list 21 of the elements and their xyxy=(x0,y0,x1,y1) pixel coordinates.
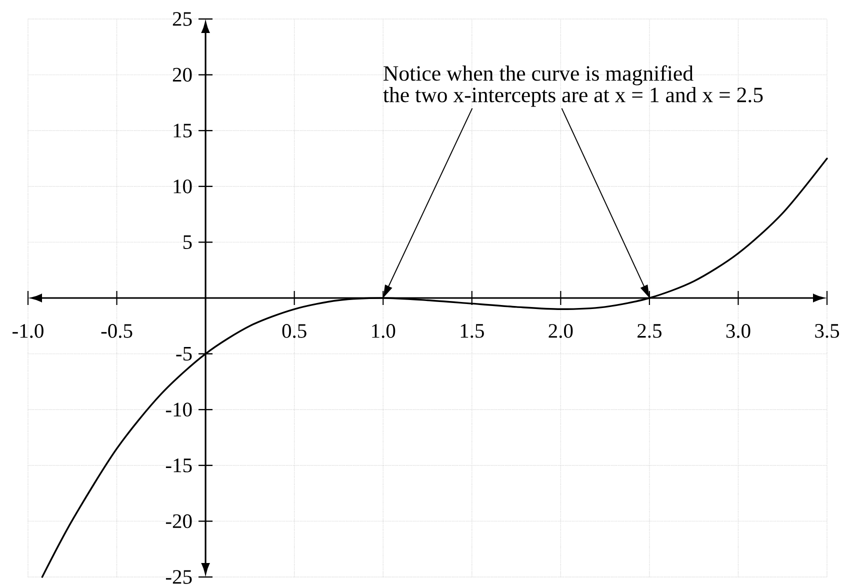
x-tick-label: 1.5 xyxy=(460,324,484,338)
y-tick-label: 20 xyxy=(172,68,192,82)
annotation: Notice when the curve is magnified xyxy=(384,65,694,86)
x-tick-label: 3.5 xyxy=(815,324,840,338)
x-tick-label: -0.5 xyxy=(101,324,132,338)
y-tick-label: -5 xyxy=(176,346,192,361)
y-tick-label: 10 xyxy=(174,179,192,194)
y-tick-label: 5 xyxy=(183,235,192,250)
y-tick-label: 15 xyxy=(174,124,192,138)
x-tick-label: 1.0 xyxy=(372,324,396,338)
y-tick-label: -15 xyxy=(166,458,192,472)
x-tick-label: 3.0 xyxy=(726,324,750,338)
x-tick-label: -1.0 xyxy=(12,324,44,338)
annotation: the two x-intercepts are at x = 1 and x = 2.5 xyxy=(383,86,763,107)
y-tick-label: -20 xyxy=(166,514,192,528)
y-tick-label: -25 xyxy=(166,570,192,584)
y-tick-label: 25 xyxy=(172,12,192,26)
x-tick-label: 2.5 xyxy=(638,324,662,338)
y-tick-label: -10 xyxy=(166,402,192,417)
x-tick-label: 2.0 xyxy=(548,324,573,338)
x-tick-label: 0.5 xyxy=(282,324,306,338)
